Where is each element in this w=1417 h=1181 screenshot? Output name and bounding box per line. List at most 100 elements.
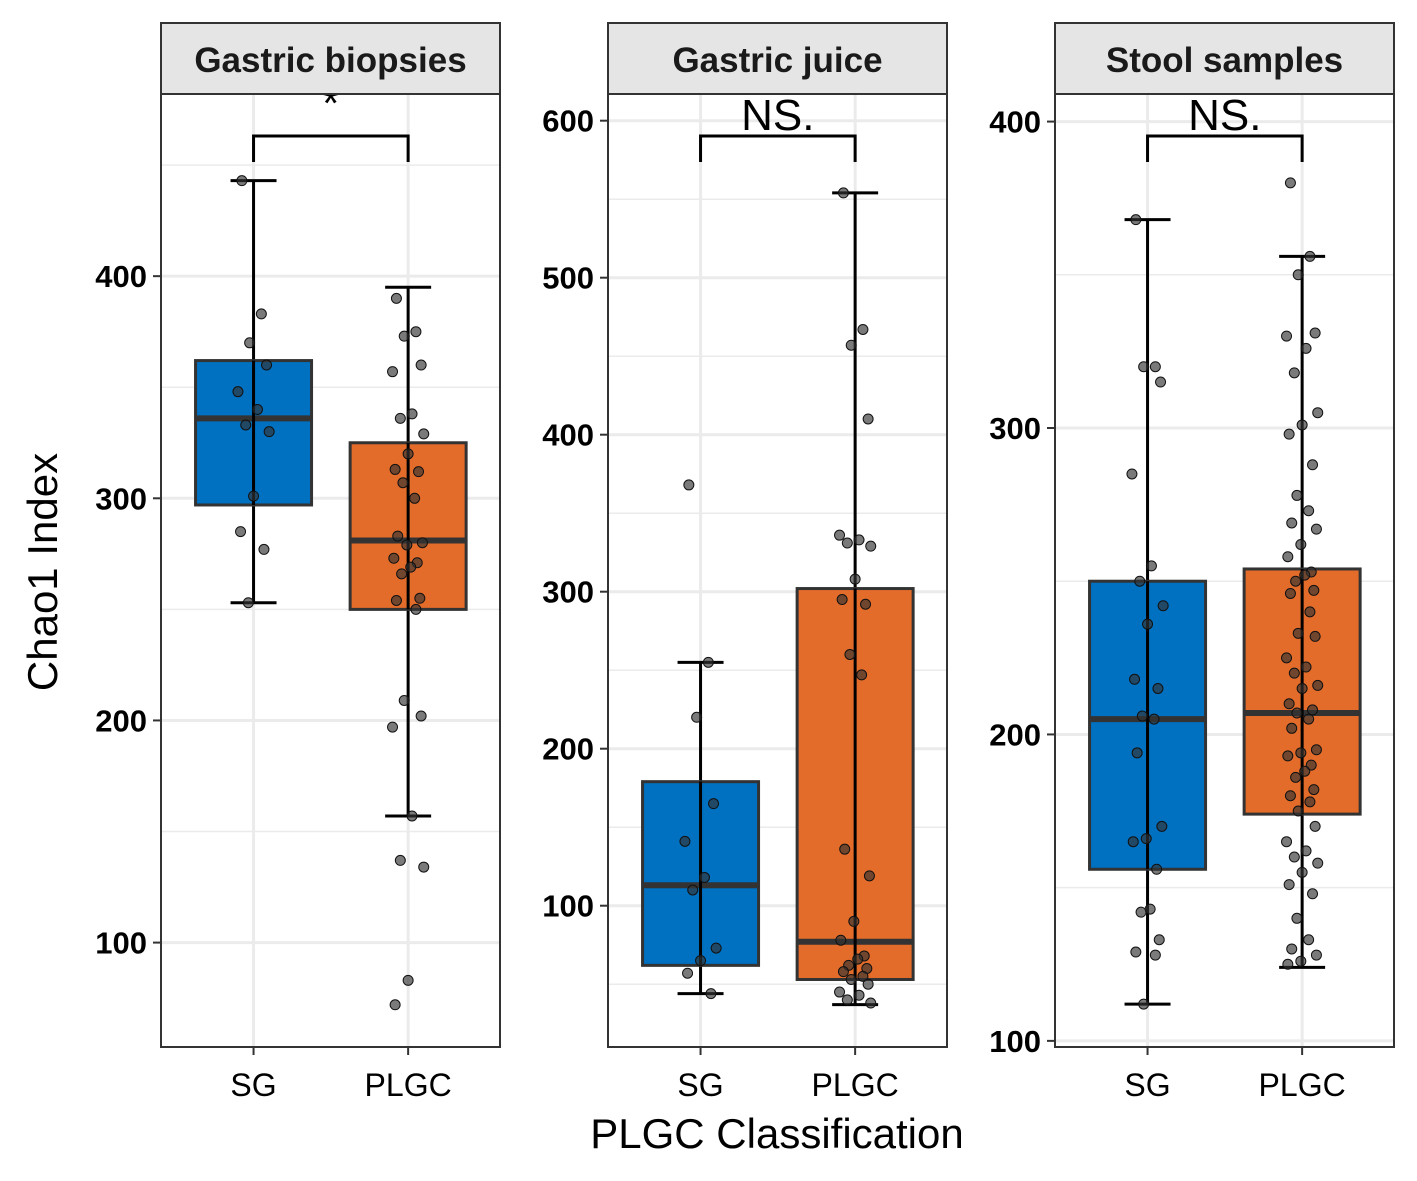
significance-bracket	[1146, 134, 1304, 162]
data-point	[1295, 538, 1307, 550]
data-point	[1153, 934, 1165, 946]
data-point	[1136, 710, 1148, 722]
data-point	[251, 403, 263, 415]
data-point	[1288, 367, 1300, 379]
y-tick-label: 300	[95, 481, 147, 516]
data-point	[857, 970, 869, 982]
data-point	[1286, 722, 1298, 734]
data-point	[837, 966, 849, 978]
x-tick-label: PLGC	[1259, 1067, 1346, 1103]
y-tick-label: 600	[542, 104, 594, 139]
data-point	[1151, 863, 1163, 875]
data-point	[1283, 698, 1295, 710]
data-point	[1309, 630, 1321, 642]
data-point	[1300, 661, 1312, 673]
data-point	[396, 568, 408, 580]
data-point	[389, 999, 401, 1011]
data-point	[1282, 958, 1294, 970]
data-point	[418, 428, 430, 440]
data-point	[865, 997, 877, 1009]
data-point	[1292, 269, 1304, 281]
data-point	[388, 552, 400, 564]
data-point	[1308, 784, 1320, 796]
data-point	[1281, 652, 1293, 664]
data-point	[406, 408, 418, 420]
y-tick-label: 400	[989, 105, 1041, 140]
data-point	[1126, 468, 1138, 480]
data-point	[242, 597, 254, 609]
x-tick-label: PLGC	[812, 1067, 899, 1103]
data-point	[232, 386, 244, 398]
data-point	[1148, 713, 1160, 725]
data-point	[406, 810, 418, 822]
data-point	[1303, 934, 1315, 946]
data-point	[1157, 600, 1169, 612]
data-point	[1310, 744, 1322, 756]
x-tick-label: SG	[230, 1067, 276, 1103]
data-point	[1138, 361, 1150, 373]
data-point	[390, 594, 402, 606]
data-point	[1281, 836, 1293, 848]
data-point	[1288, 667, 1300, 679]
data-point	[414, 592, 426, 604]
data-point	[1300, 342, 1312, 354]
data-point	[845, 339, 857, 351]
data-point	[863, 870, 875, 882]
data-point	[1142, 618, 1154, 630]
panel-stool-samples: NS. Stool samples 100 200 300 400 SG PLGC	[989, 22, 1395, 1103]
data-point	[394, 854, 406, 866]
data-point	[857, 324, 869, 336]
y-tick-label: 300	[989, 411, 1041, 446]
significance-bracket	[252, 134, 410, 162]
significance-label: NS.	[741, 91, 814, 140]
data-point	[413, 466, 425, 478]
data-point	[1288, 851, 1300, 863]
data-point	[856, 669, 868, 681]
data-point	[710, 942, 722, 954]
data-point	[853, 989, 865, 1001]
data-point	[1304, 796, 1316, 808]
data-point	[683, 479, 695, 491]
y-tick-label: 500	[542, 261, 594, 296]
significance-bracket	[699, 134, 857, 162]
data-point	[390, 292, 402, 304]
data-point	[1310, 949, 1322, 961]
data-point	[401, 539, 413, 551]
data-point	[415, 710, 427, 722]
data-point	[695, 955, 707, 967]
data-point	[1131, 747, 1143, 759]
data-point	[1312, 679, 1324, 691]
data-point	[1295, 747, 1307, 759]
data-point	[1312, 857, 1324, 869]
data-point	[1155, 376, 1167, 388]
data-point	[1291, 489, 1303, 501]
data-point	[1284, 587, 1296, 599]
data-point	[1149, 361, 1161, 373]
data-point	[1152, 682, 1164, 694]
data-point	[1149, 949, 1161, 961]
data-point	[682, 967, 694, 979]
y-tick-label: 400	[95, 259, 147, 294]
data-point	[1291, 707, 1303, 719]
data-point	[845, 973, 857, 985]
data-point	[834, 529, 846, 541]
data-point	[1144, 903, 1156, 915]
data-point	[698, 871, 710, 883]
data-point	[691, 711, 703, 723]
data-point	[1296, 682, 1308, 694]
data-point	[1309, 820, 1321, 832]
data-point	[418, 861, 430, 873]
data-point	[852, 953, 864, 965]
data-point	[1307, 888, 1319, 900]
y-tick-label: 300	[542, 575, 594, 610]
data-point	[1130, 214, 1142, 226]
data-point	[708, 798, 720, 810]
data-point	[1290, 575, 1302, 587]
data-point	[1312, 407, 1324, 419]
data-point	[410, 326, 422, 338]
data-point	[398, 330, 410, 342]
data-point	[865, 540, 877, 552]
y-tick-label: 400	[542, 418, 594, 453]
